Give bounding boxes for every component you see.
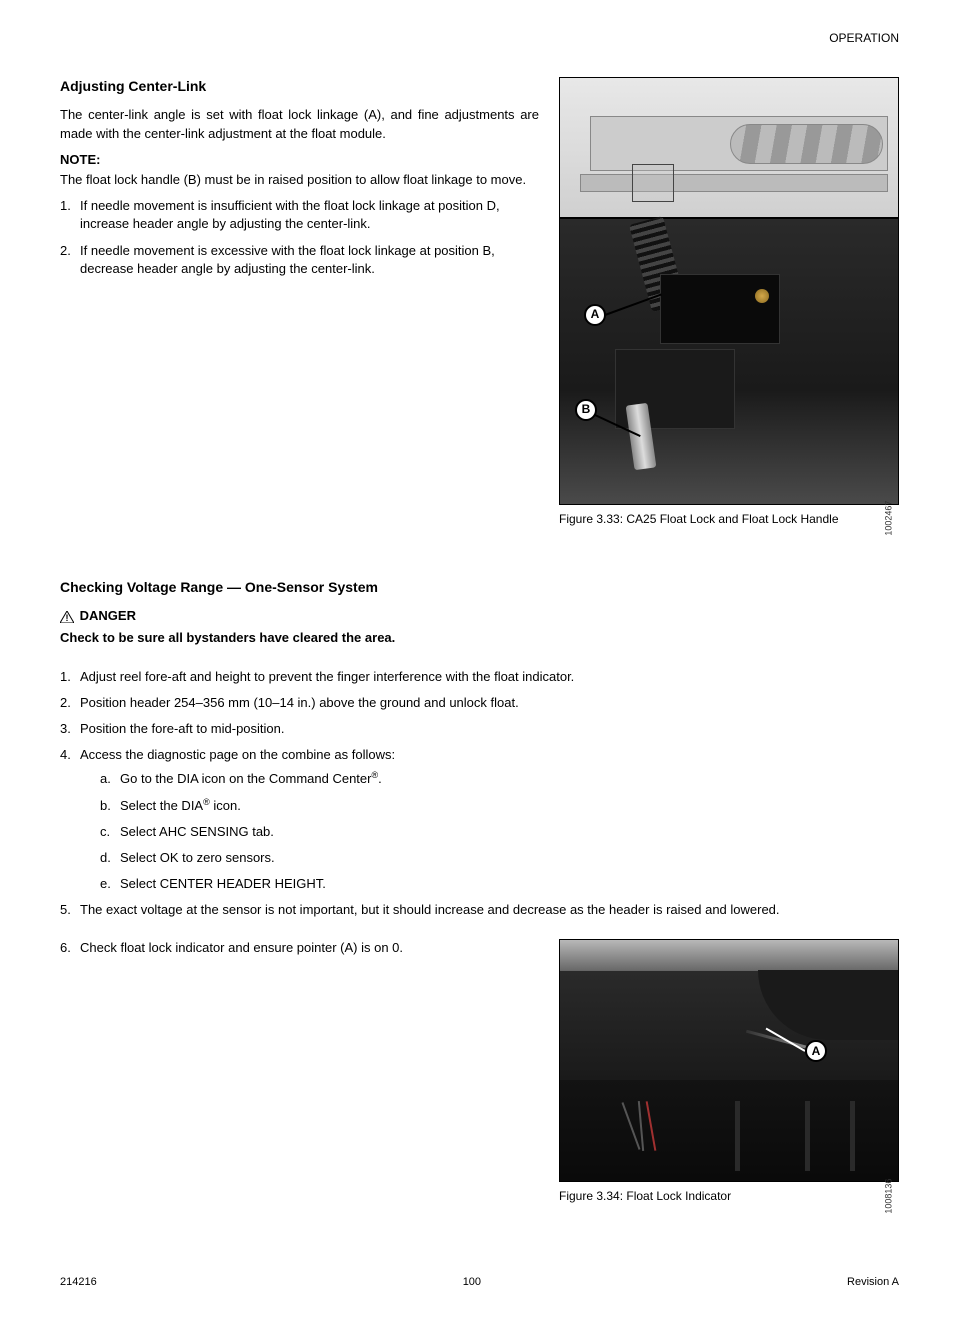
svg-text:!: ! [66, 613, 69, 623]
note-text: The float lock handle (B) must be in rai… [60, 171, 539, 189]
section2-step1: 1. Adjust reel fore-aft and height to pr… [60, 668, 899, 686]
figure-3-34: A 1008136 [559, 939, 899, 1182]
vertical-strut [805, 1101, 810, 1171]
figure-3-33: A B 1002467 [559, 77, 899, 505]
section2-step5: 5. The exact voltage at the sensor is no… [60, 901, 899, 919]
step-number: 4. [60, 746, 71, 764]
footer-right: Revision A [847, 1275, 899, 1290]
callout-a: A [584, 304, 606, 326]
step6-text-column: 6. Check float lock indicator and ensure… [60, 939, 539, 1225]
step4-sub-a: a. Go to the DIA icon on the Command Cen… [100, 770, 899, 788]
step3-text: Position the fore-aft to mid-position. [80, 721, 285, 736]
step5-text: The exact voltage at the sensor is not i… [80, 902, 780, 917]
figure1-photo-panel: A B 1002467 [560, 218, 898, 504]
danger-block: ! DANGER Check to be sure all bystanders… [60, 607, 899, 647]
step1-text: Adjust reel fore-aft and height to preve… [80, 669, 574, 684]
figure2-caption: Figure 3.34: Float Lock Indicator [559, 1188, 899, 1205]
substep-letter: d. [100, 849, 111, 867]
registered-icon: ® [371, 770, 378, 780]
step4-sub-b: b. Select the DIA® icon. [100, 797, 899, 815]
substep-text: Select AHC SENSING tab. [120, 824, 274, 839]
figure1-caption: Figure 3.33: CA25 Float Lock and Float L… [559, 511, 899, 528]
footer-center: 100 [463, 1275, 481, 1290]
chapter-header: OPERATION [60, 30, 899, 47]
figure2-image-id: 1008136 [882, 1178, 895, 1213]
page-footer: 214216 100 Revision A [60, 1265, 899, 1290]
step-number: 3. [60, 720, 71, 738]
section2-step6: 6. Check float lock indicator and ensure… [60, 939, 539, 957]
step4-sub-c: c. Select AHC SENSING tab. [100, 823, 899, 841]
substep-text: Select OK to zero sensors. [120, 850, 275, 865]
step2-text: Position header 254–356 mm (10–14 in.) a… [80, 695, 519, 710]
substep-letter: a. [100, 770, 111, 788]
section1-heading: Adjusting Center-Link [60, 77, 539, 97]
figure1-image-id: 1002467 [882, 501, 895, 536]
section2-step4: 4. Access the diagnostic page on the com… [60, 746, 899, 893]
substep-letter: e. [100, 875, 111, 893]
vertical-strut [850, 1101, 855, 1171]
section2-step3: 3. Position the fore-aft to mid-position… [60, 720, 899, 738]
figure2-wires [620, 1101, 690, 1161]
steps-1-5: 1. Adjust reel fore-aft and height to pr… [60, 668, 899, 920]
section1-step1: 1. If needle movement is insufficient wi… [60, 197, 539, 233]
footer-left: 214216 [60, 1275, 97, 1290]
step-number: 1. [60, 197, 71, 215]
step6-with-figure: 6. Check float lock indicator and ensure… [60, 939, 899, 1225]
substep-text: Go to the DIA icon on the Command Center… [120, 771, 382, 786]
figure2-column: A 1008136 Figure 3.34: Float Lock Indica… [559, 939, 899, 1225]
section1-intro: The center-link angle is set with float … [60, 106, 539, 142]
wire-red [646, 1102, 657, 1152]
step1-text: If needle movement is insufficient with … [80, 198, 500, 231]
highlight-box [632, 164, 674, 202]
photo-bracket [660, 274, 780, 344]
photo-bolt [755, 289, 769, 303]
danger-icon: ! [60, 611, 74, 623]
figure1-column: A B 1002467 Figure 3.33: CA25 Float Lock… [559, 77, 899, 548]
step2-text: If needle movement is excessive with the… [80, 243, 495, 276]
machinery-bar [580, 174, 888, 192]
step4-intro: Access the diagnostic page on the combin… [80, 747, 395, 762]
machinery-auger [730, 124, 883, 164]
section1-step2: 2. If needle movement is excessive with … [60, 242, 539, 278]
callout-b: B [575, 399, 597, 421]
danger-label: DANGER [80, 608, 136, 623]
step4-sub-d: d. Select OK to zero sensors. [100, 849, 899, 867]
section2-step2: 2. Position header 254–356 mm (10–14 in.… [60, 694, 899, 712]
section1-text-column: Adjusting Center-Link The center-link an… [60, 77, 539, 548]
substep-letter: b. [100, 797, 111, 815]
step-number: 2. [60, 694, 71, 712]
step-number: 6. [60, 939, 71, 957]
substep-text: Select the DIA® icon. [120, 798, 241, 813]
substep-text: Select CENTER HEADER HEIGHT. [120, 876, 326, 891]
section2-heading: Checking Voltage Range — One-Sensor Syst… [60, 578, 899, 598]
figure1-diagram-panel [560, 78, 898, 218]
step4-sub-e: e. Select CENTER HEADER HEIGHT. [100, 875, 899, 893]
step-number: 2. [60, 242, 71, 260]
substep-letter: c. [100, 823, 110, 841]
machinery-diagram [570, 96, 888, 196]
danger-text: Check to be sure all bystanders have cle… [60, 629, 899, 647]
note-label: NOTE: [60, 151, 539, 169]
vertical-strut [735, 1101, 740, 1171]
step-number: 5. [60, 901, 71, 919]
section-adjusting-center-link: Adjusting Center-Link The center-link an… [60, 77, 899, 548]
section-checking-voltage: Checking Voltage Range — One-Sensor Syst… [60, 578, 899, 1226]
registered-icon: ® [203, 797, 210, 807]
step-number: 1. [60, 668, 71, 686]
step6-text: Check float lock indicator and ensure po… [80, 940, 403, 955]
